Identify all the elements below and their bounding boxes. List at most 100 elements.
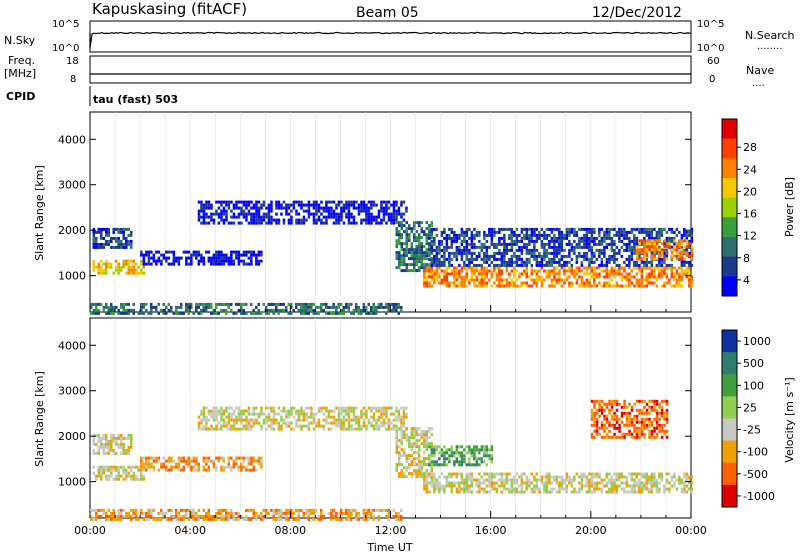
power-data-cell	[443, 227, 446, 231]
power-data-cell	[600, 239, 604, 243]
power-data-cell	[275, 212, 278, 216]
power-data-cell	[525, 272, 529, 276]
velocity-data-cell	[418, 451, 421, 455]
power-data-cell	[317, 215, 321, 219]
power-data-cell	[648, 266, 651, 270]
power-data-cell	[673, 278, 676, 282]
power-data-cell	[603, 239, 606, 243]
velocity-data-cell	[237, 465, 241, 469]
power-data-cell	[235, 206, 238, 210]
power-data-cell	[485, 272, 489, 276]
velocity-data-cell	[450, 487, 454, 491]
power-data-cell	[480, 245, 484, 249]
power-data-cell	[380, 209, 383, 213]
power-data-cell	[465, 239, 469, 243]
power-data-cell	[580, 281, 584, 285]
velocity-data-cell	[418, 445, 421, 449]
velocity-data-cell	[688, 487, 691, 491]
velocity-data-cell	[425, 430, 428, 434]
velocity-data-cell	[448, 457, 451, 461]
power-data-cell	[307, 203, 311, 207]
power-data-cell	[643, 248, 646, 252]
velocity-data-cell	[115, 514, 118, 518]
power-data-cell	[560, 245, 564, 249]
power-data-cell	[217, 221, 221, 225]
power-data-cell	[525, 242, 529, 246]
velocity-data-cell	[655, 408, 659, 412]
power-data-cell	[242, 200, 246, 204]
power-data-cell	[365, 308, 368, 312]
power-data-cell	[535, 254, 539, 258]
velocity-data-cell	[600, 487, 604, 491]
power-data-cell	[575, 254, 579, 258]
power-data-cell	[638, 257, 641, 261]
velocity-data-cell	[438, 484, 441, 488]
velocity-data-cell	[538, 490, 541, 494]
power-data-cell	[668, 245, 671, 249]
power-data-cell	[327, 311, 330, 315]
velocity-data-cell	[418, 463, 421, 467]
velocity-data-cell	[425, 490, 429, 494]
power-data-cell	[347, 212, 351, 216]
power-data-cell	[543, 269, 546, 273]
power-data-cell	[483, 257, 486, 261]
power-data-cell	[280, 206, 283, 210]
power-data-cell	[678, 281, 681, 285]
power-data-cell	[105, 302, 108, 306]
power-data-cell	[530, 284, 534, 288]
power-data-cell	[465, 251, 469, 255]
power-data-cell	[670, 269, 674, 273]
power-data-cell	[347, 215, 351, 219]
velocity-data-cell	[640, 487, 644, 491]
power-data-cell	[387, 215, 391, 219]
velocity-data-cell	[257, 412, 261, 416]
power-data-cell	[92, 259, 95, 263]
velocity-data-cell	[315, 412, 318, 416]
velocity-data-cell	[475, 481, 479, 485]
power-data-cell	[130, 245, 133, 249]
power-data-cell	[633, 248, 636, 252]
velocity-data-cell	[385, 421, 388, 425]
velocity-data-cell	[590, 411, 594, 415]
power-data-cell	[470, 233, 474, 237]
velocity-data-cell	[533, 484, 536, 488]
velocity-data-cell	[683, 481, 686, 485]
velocity-data-cell	[618, 478, 621, 482]
power-data-cell	[92, 308, 95, 312]
power-data-cell	[663, 227, 666, 231]
velocity-data-cell	[545, 475, 549, 479]
power-data-cell	[655, 275, 659, 279]
velocity-data-cell	[125, 468, 128, 472]
velocity-data-cell	[285, 409, 288, 413]
power-data-cell	[182, 311, 185, 315]
velocity-data-cell	[490, 445, 494, 449]
power-data-cell	[590, 284, 594, 288]
power-data-cell	[127, 265, 130, 269]
power-data-cell	[500, 242, 504, 246]
power-data-cell	[538, 236, 541, 240]
velocity-data-cell	[500, 481, 504, 485]
velocity-data-cell	[292, 511, 295, 515]
velocity-data-cell	[590, 435, 594, 439]
power-data-cell	[225, 259, 228, 263]
power-data-cell	[620, 233, 624, 237]
velocity-data-cell	[115, 436, 118, 440]
power-data-cell	[292, 206, 296, 210]
power-data-cell	[578, 275, 581, 279]
power-data-cell	[565, 275, 569, 279]
power-data-cell	[615, 233, 619, 237]
velocity-data-cell	[285, 517, 288, 521]
velocity-data-cell	[605, 405, 609, 409]
power-data-cell	[628, 260, 631, 264]
power-data-cell	[558, 251, 561, 255]
power-data-cell	[217, 256, 221, 260]
velocity-data-cell	[105, 468, 108, 472]
velocity-data-cell	[137, 517, 140, 521]
power-data-cell	[405, 245, 408, 249]
velocity-data-cell	[212, 514, 215, 518]
power-data-cell	[252, 253, 256, 257]
velocity-data-cell	[97, 445, 100, 449]
velocity-data-cell	[615, 475, 619, 479]
velocity-data-cell	[488, 475, 491, 479]
power-data-cell	[528, 227, 531, 231]
